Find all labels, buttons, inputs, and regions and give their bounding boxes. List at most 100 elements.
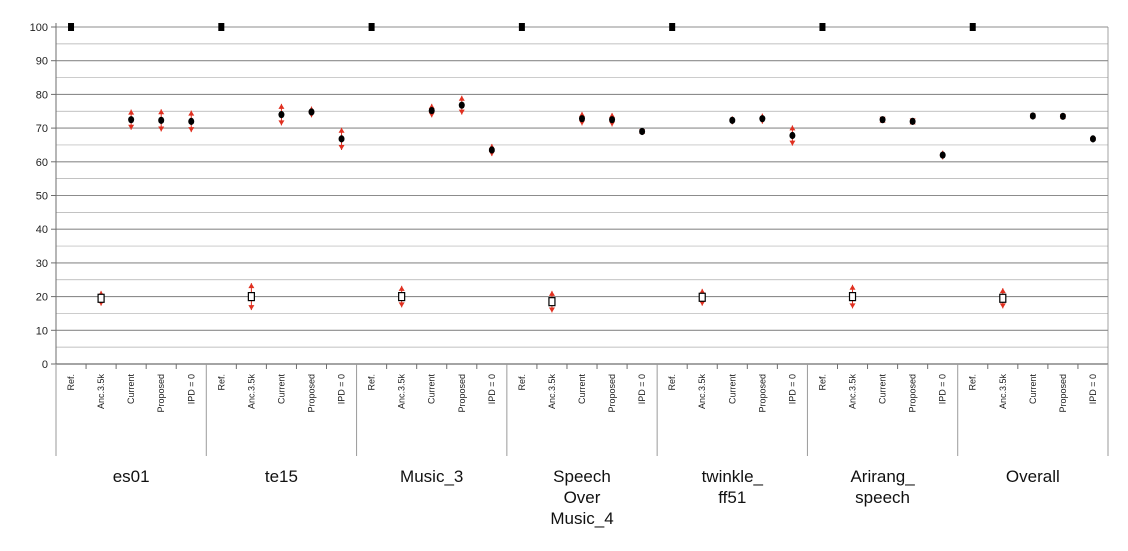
condition-label: Anc.3.5k — [547, 374, 557, 410]
condition-label: Ref. — [817, 374, 827, 391]
condition-label: Ref. — [968, 374, 978, 391]
mean-point — [458, 101, 465, 109]
ci-arrow-down — [849, 303, 856, 309]
condition-label: Current — [577, 374, 587, 405]
ci-arrow-up — [128, 109, 135, 115]
condition-label: Current — [276, 374, 286, 405]
group-label: Speech — [553, 467, 611, 486]
plot-area — [68, 23, 1096, 313]
mean-point — [158, 116, 165, 124]
mean-point — [639, 127, 646, 136]
mean-point — [669, 23, 676, 31]
ci-arrow-up — [278, 103, 285, 109]
condition-label: Current — [878, 374, 888, 405]
group-label: Overall — [1006, 467, 1060, 486]
y-tick-label: 0 — [42, 359, 48, 371]
condition-label: IPD = 0 — [938, 374, 948, 404]
mean-point — [398, 292, 406, 302]
ci-arrow-down — [398, 302, 405, 308]
ci-arrow-down — [458, 109, 465, 115]
ci-arrow-up — [548, 290, 555, 296]
mean-point — [819, 23, 826, 31]
condition-label: Ref. — [367, 374, 377, 391]
condition-label: Anc.3.5k — [96, 374, 106, 410]
condition-label: IPD = 0 — [637, 374, 647, 404]
condition-label: IPD = 0 — [1088, 374, 1098, 404]
condition-label: Anc.3.5k — [848, 374, 858, 410]
y-tick-label: 30 — [36, 258, 48, 270]
mean-point — [368, 23, 375, 31]
group-label: te15 — [265, 467, 298, 486]
condition-label: Proposed — [306, 374, 316, 413]
ci-arrow-down — [548, 307, 555, 313]
mean-point — [969, 23, 976, 31]
group-label: twinkle_ — [702, 467, 764, 486]
x-axis: Ref. Anc.3.5k Current Proposed IPD = 0 es01 Re… — [55, 23, 1109, 528]
ci-arrow-down — [158, 126, 165, 132]
group-label: es01 — [113, 467, 150, 486]
mean-point — [308, 108, 315, 116]
y-tick-label: 80 — [36, 89, 48, 101]
mean-point — [548, 297, 556, 307]
ci-arrow-down — [338, 145, 345, 151]
condition-label: Current — [1028, 374, 1038, 405]
group-label: ff51 — [718, 488, 746, 507]
ci-arrow-up — [188, 110, 195, 116]
condition-label: Proposed — [1058, 374, 1068, 413]
ci-arrow-up — [398, 285, 405, 291]
grid — [56, 26, 1108, 365]
mean-point — [609, 116, 616, 124]
condition-label: Proposed — [908, 374, 918, 413]
ci-arrow-down — [248, 305, 255, 311]
mean-point — [518, 23, 525, 31]
ci-arrow-down — [699, 300, 706, 306]
condition-label: Proposed — [156, 374, 166, 413]
ci-arrow-up — [999, 288, 1006, 294]
condition-label: Proposed — [457, 374, 467, 413]
condition-label: IPD = 0 — [186, 374, 196, 404]
group-label: Arirang_ — [850, 467, 915, 486]
mean-point — [97, 293, 105, 303]
y-tick-label: 70 — [36, 123, 48, 135]
y-tick-label: 90 — [36, 56, 48, 68]
mean-point — [1089, 135, 1096, 143]
group-label: speech — [855, 488, 910, 507]
mean-point — [698, 292, 706, 302]
mean-point — [848, 292, 857, 302]
y-tick-label: 100 — [30, 22, 48, 34]
condition-label: Anc.3.5k — [246, 374, 256, 410]
mean-point — [579, 115, 585, 123]
ci-arrow-up — [849, 284, 856, 290]
condition-label: Ref. — [216, 374, 226, 391]
ci-arrow-up — [248, 283, 255, 289]
mean-point — [278, 111, 285, 119]
mean-point — [488, 146, 495, 154]
y-axis: 0 10 20 30 40 50 60 70 80 90 100 — [30, 22, 56, 371]
ci-arrow-up — [338, 127, 345, 133]
mean-point — [428, 106, 435, 115]
ci-arrow-up — [699, 288, 706, 294]
mean-point — [247, 292, 255, 302]
mean-point — [338, 135, 345, 143]
condition-label: Anc.3.5k — [998, 374, 1008, 410]
condition-label: Current — [427, 374, 437, 405]
y-tick-label: 50 — [36, 191, 48, 203]
ci-arrow-up — [789, 125, 796, 131]
condition-label: Proposed — [607, 374, 617, 413]
mean-point — [1059, 112, 1066, 120]
y-tick-label: 40 — [36, 224, 48, 236]
ci-arrow-down — [789, 140, 796, 146]
group-label: Music_4 — [550, 509, 613, 528]
mean-point — [909, 117, 916, 125]
ci-arrow-down — [278, 120, 285, 126]
mean-point — [789, 131, 796, 140]
mean-point — [939, 151, 946, 159]
mean-point — [218, 23, 225, 31]
ci-arrow-down — [128, 124, 135, 130]
condition-label: IPD = 0 — [787, 374, 797, 404]
condition-label: Anc.3.5k — [397, 374, 407, 410]
mean-point — [999, 293, 1007, 303]
y-tick-label: 20 — [36, 292, 48, 304]
ci-arrow-down — [188, 127, 195, 133]
